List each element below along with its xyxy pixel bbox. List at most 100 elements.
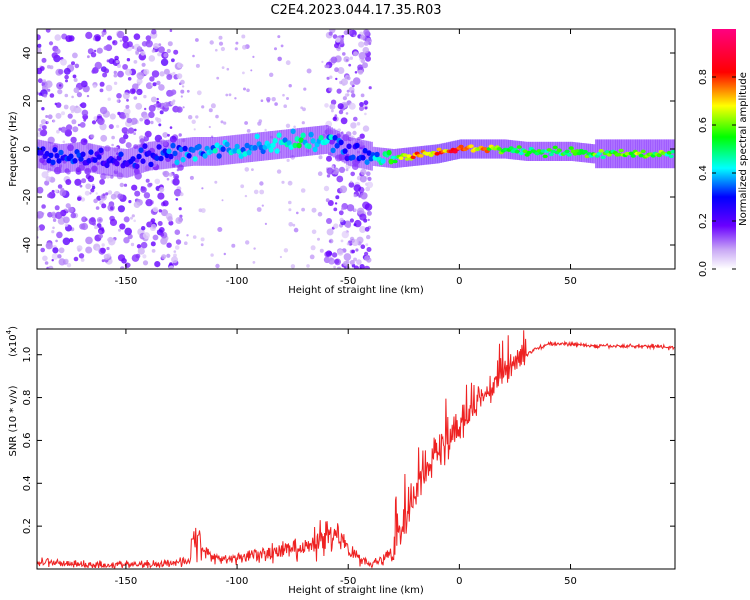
- noise-point: [125, 68, 132, 76]
- noise-point: [173, 188, 182, 197]
- noise-point: [364, 255, 370, 261]
- noise-point: [73, 87, 80, 94]
- noise-point: [118, 228, 121, 232]
- ridge-halo: [179, 138, 182, 168]
- noise-point: [71, 119, 77, 125]
- noise-point: [152, 206, 159, 213]
- ridge-point: [402, 153, 408, 157]
- ridge-point: [366, 150, 372, 156]
- ridge-point: [164, 152, 170, 159]
- ridge-point: [298, 137, 304, 143]
- ridge-point: [526, 150, 532, 155]
- noise-point: [76, 245, 83, 252]
- noise-point: [300, 188, 306, 193]
- noise-point: [37, 78, 43, 84]
- y-tick-label: -40: [22, 237, 33, 253]
- noise-point: [46, 121, 50, 124]
- noise-point: [123, 216, 130, 223]
- noise-point: [326, 167, 334, 175]
- noise-point: [161, 254, 167, 260]
- noise-point: [359, 102, 364, 107]
- noise-point: [108, 58, 115, 65]
- ridge-point: [550, 149, 556, 154]
- ridge-halo: [183, 138, 187, 167]
- ridge-halo: [361, 139, 365, 169]
- noise-point: [334, 114, 338, 117]
- ridge-point: [54, 153, 60, 159]
- noise-point: [260, 99, 264, 102]
- noise-point: [64, 223, 69, 227]
- noise-point: [80, 102, 87, 109]
- ridge-point: [390, 155, 396, 160]
- noise-point: [172, 178, 180, 186]
- noise-point: [326, 174, 331, 178]
- noise-point: [326, 155, 332, 162]
- noise-point: [84, 190, 90, 196]
- noise-point: [143, 94, 147, 99]
- noise-point: [125, 142, 132, 149]
- noise-point: [174, 245, 180, 250]
- ridge-halo: [74, 142, 78, 172]
- noise-point: [91, 185, 96, 190]
- ridge-point: [656, 153, 662, 158]
- ridge-point: [272, 138, 278, 144]
- noise-point: [45, 176, 51, 182]
- colorbar-axis: 0.0 0.2 0.4 0.6 0.8: [698, 69, 736, 277]
- noise-point: [140, 241, 148, 249]
- noise-point: [266, 97, 271, 102]
- ridge-halo: [352, 138, 356, 167]
- noise-point: [221, 66, 225, 69]
- noise-point: [321, 60, 324, 64]
- ridge-point: [598, 149, 604, 153]
- noise-point: [176, 106, 183, 113]
- noise-point: [162, 132, 168, 138]
- ridge-point: [50, 159, 56, 166]
- noise-point: [178, 133, 182, 137]
- noise-point: [126, 117, 133, 124]
- ridge-point: [514, 149, 520, 154]
- noise-point: [70, 136, 77, 144]
- ridge-point: [534, 151, 540, 156]
- noise-point: [158, 123, 162, 127]
- noise-point: [293, 227, 299, 233]
- noise-point: [116, 124, 120, 128]
- noise-point: [357, 207, 365, 215]
- noise-point: [65, 79, 68, 83]
- ridge-halo: [354, 138, 358, 168]
- noise-point: [72, 126, 79, 133]
- noise-point: [149, 76, 155, 82]
- noise-point: [348, 181, 355, 188]
- noise-point: [38, 224, 45, 231]
- ridge-point: [72, 158, 78, 164]
- noise-point: [78, 253, 85, 259]
- ridge-halo: [119, 148, 122, 178]
- noise-point: [113, 81, 118, 86]
- noise-point: [364, 226, 370, 232]
- ridge-point: [136, 153, 142, 160]
- noise-point: [98, 230, 102, 234]
- noise-point: [140, 50, 146, 56]
- noise-point: [140, 186, 147, 193]
- noise-point: [350, 180, 353, 183]
- noise-point: [101, 259, 105, 263]
- noise-point: [281, 180, 285, 184]
- noise-point: [94, 225, 98, 230]
- noise-point: [144, 130, 152, 138]
- noise-point: [282, 93, 285, 97]
- noise-point: [296, 211, 299, 215]
- spectrogram-xlabel: Height of straight line (km): [288, 285, 424, 296]
- noise-point: [151, 70, 160, 78]
- noise-point: [54, 189, 58, 193]
- ridge-point: [214, 142, 220, 148]
- noise-point: [152, 82, 157, 87]
- noise-point: [58, 127, 62, 131]
- noise-point: [259, 189, 265, 195]
- noise-point: [218, 41, 224, 46]
- noise-point: [67, 206, 74, 213]
- noise-point: [124, 227, 132, 236]
- noise-point: [339, 39, 345, 45]
- noise-point: [179, 63, 184, 68]
- noise-point: [85, 183, 92, 190]
- ridge-point: [170, 142, 176, 149]
- ridge-halo: [388, 148, 391, 168]
